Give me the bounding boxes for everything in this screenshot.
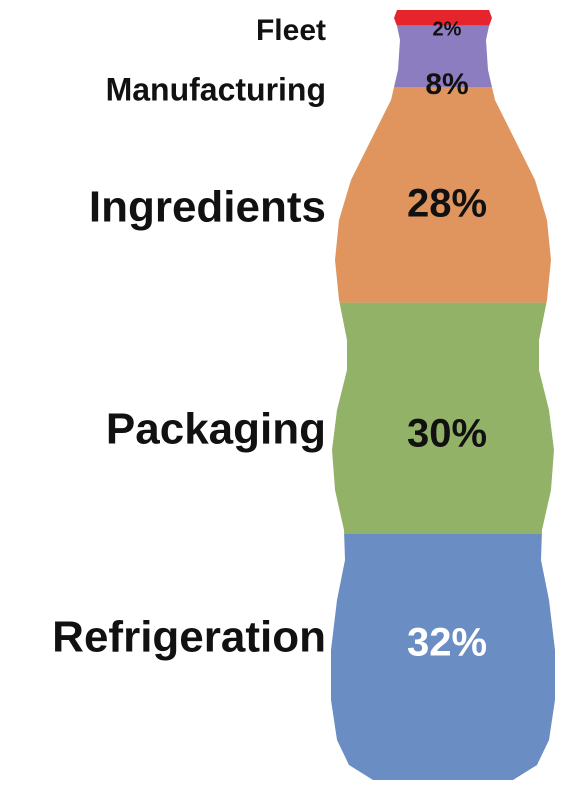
category-label: Packaging [106, 405, 326, 454]
category-label: Fleet [256, 14, 326, 47]
value-label: 32% [407, 621, 487, 665]
category-label: Manufacturing [106, 71, 326, 107]
category-label: Refrigeration [52, 613, 326, 662]
value-label: 2% [433, 18, 462, 40]
value-label: 30% [407, 412, 487, 456]
value-label: 8% [425, 68, 468, 101]
bottle-segment [331, 302, 555, 534]
bottle-segment [331, 533, 555, 780]
value-label: 28% [407, 182, 487, 226]
category-label: Ingredients [89, 183, 326, 232]
